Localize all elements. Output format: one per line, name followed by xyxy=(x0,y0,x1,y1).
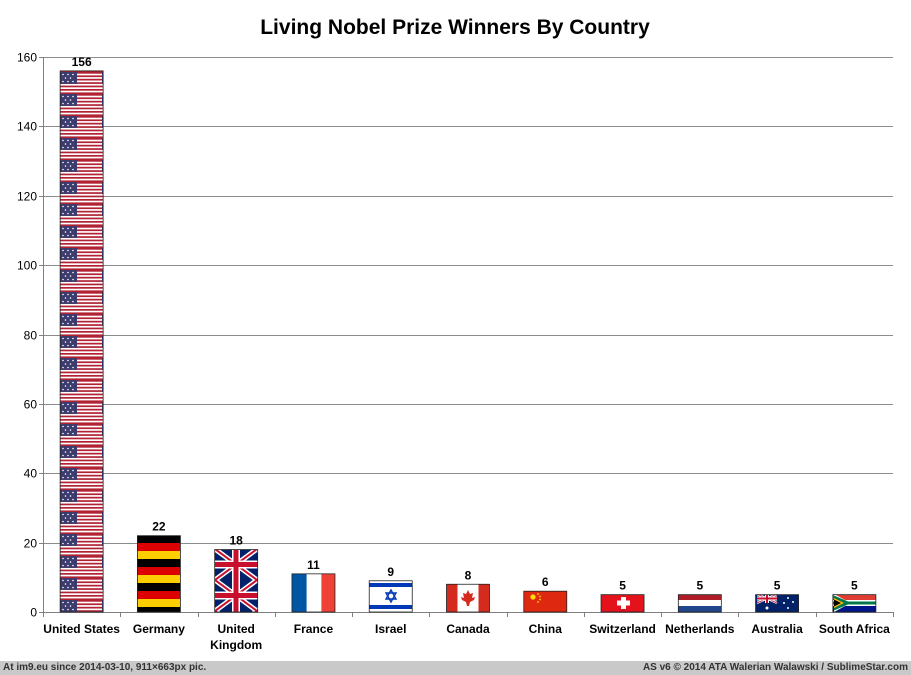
gridlines xyxy=(43,57,893,544)
chart: Living Nobel Prize Winners By Country 0 2… xyxy=(17,16,894,652)
footer-left-text: At im9.eu since 2014-03-10, 911×663px pi… xyxy=(3,662,207,673)
bar-fr xyxy=(291,573,336,613)
data-label: 5 xyxy=(774,579,781,593)
data-label: 5 xyxy=(619,579,626,593)
data-label: 156 xyxy=(72,55,92,69)
y-tick-label: 60 xyxy=(24,398,38,412)
data-label: 6 xyxy=(542,575,549,589)
x-category-label: South Africa xyxy=(819,622,890,636)
x-category-label: Israel xyxy=(375,622,406,636)
chart-title: Living Nobel Prize Winners By Country xyxy=(260,16,650,39)
x-category-label: Canada xyxy=(446,622,490,636)
data-label: 5 xyxy=(851,579,858,593)
x-category-label: Germany xyxy=(133,622,185,636)
bar-cn xyxy=(523,590,568,613)
y-tick-label: 20 xyxy=(24,537,38,551)
y-tick-label: 120 xyxy=(17,190,37,204)
data-label: 5 xyxy=(696,579,703,593)
bar-za xyxy=(832,594,877,613)
x-category-label: United xyxy=(218,622,255,636)
bar-uk xyxy=(214,549,259,613)
data-label: 18 xyxy=(230,534,244,548)
y-tick-label: 140 xyxy=(17,120,37,134)
bar-ch xyxy=(600,594,645,613)
bars xyxy=(59,70,877,613)
bar-il xyxy=(368,580,413,613)
bar-us xyxy=(59,70,104,613)
y-axis-ticks: 0 20 40 60 80 100 120 140 160 xyxy=(17,51,37,620)
y-tick-label: 100 xyxy=(17,259,37,273)
x-category-label: United States xyxy=(43,622,120,636)
bar-au xyxy=(755,594,799,613)
footer-bar: At im9.eu since 2014-03-10, 911×663px pi… xyxy=(0,661,911,675)
x-category-label: China xyxy=(529,622,563,636)
bar-ca xyxy=(446,583,490,613)
data-label: 8 xyxy=(465,568,472,582)
x-category-label: Australia xyxy=(751,622,803,636)
y-tick-label: 160 xyxy=(17,51,37,65)
data-label: 22 xyxy=(152,520,166,534)
x-category-label: Kingdom xyxy=(210,638,262,652)
footer-right-text: AS v6 © 2014 ATA Walerian Walawski / Sub… xyxy=(642,662,908,673)
x-category-label: Switzerland xyxy=(589,622,656,636)
axes xyxy=(39,57,894,617)
x-category-label: Netherlands xyxy=(665,622,735,636)
bar-nl xyxy=(677,594,722,613)
bar-de xyxy=(137,535,181,613)
y-tick-label: 40 xyxy=(24,467,38,481)
y-tick-label: 0 xyxy=(30,606,37,620)
y-tick-label: 80 xyxy=(24,329,38,343)
data-label: 9 xyxy=(387,565,394,579)
data-label: 11 xyxy=(307,558,320,572)
x-axis-categories: United States Germany United Kingdom France I… xyxy=(43,622,890,652)
data-labels: 156 22 18 11 9 8 6 5 5 5 5 xyxy=(72,55,858,593)
x-category-label: France xyxy=(294,622,334,636)
